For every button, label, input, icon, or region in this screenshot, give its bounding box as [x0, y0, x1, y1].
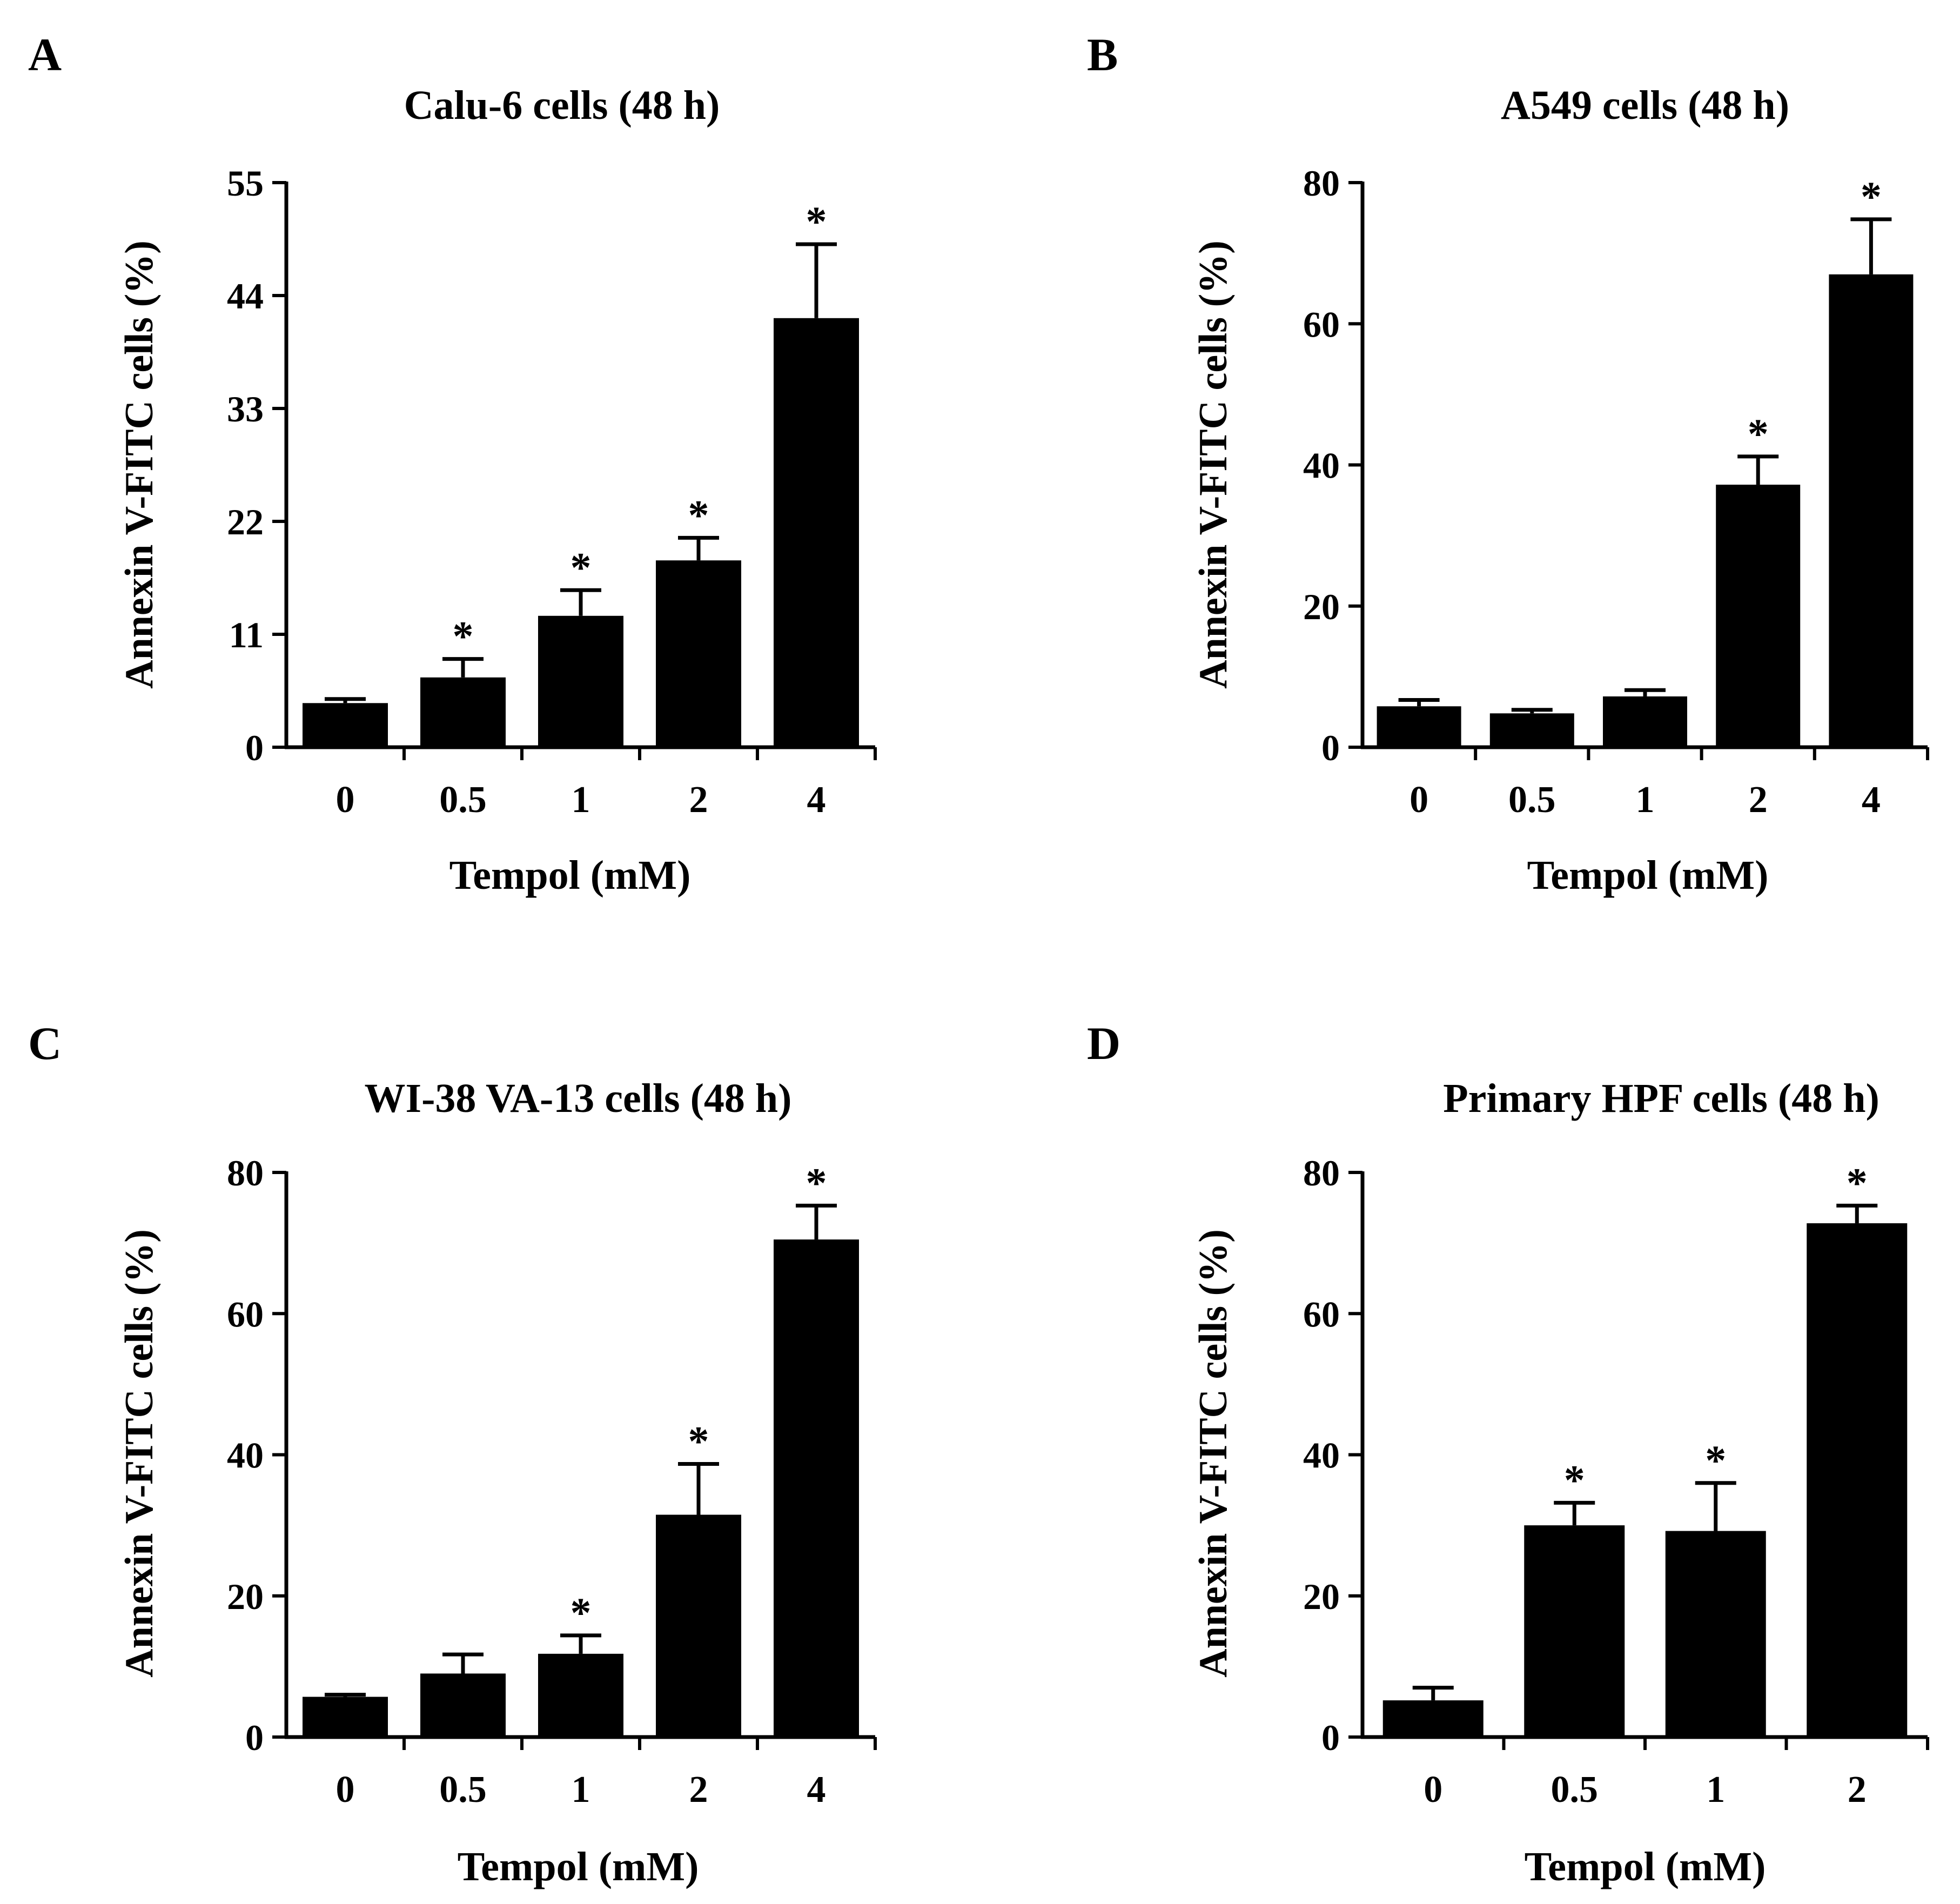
bar [1603, 696, 1687, 747]
plot-area: 0 20 40 60 80 0 0.5 1 2 * 4 * [1303, 163, 1929, 821]
y-tick-label: 20 [1303, 586, 1340, 627]
chart-title: Calu-6 cells (48 h) [404, 83, 720, 128]
plot-area: 0 11 22 33 44 55 0 0.5 * 1 * 2 * 4 * [227, 163, 877, 821]
y-tick-label: 0 [245, 727, 264, 768]
bar [774, 318, 859, 747]
panel-c: C WI-38 VA-13 cells (48 h) Annexin V-FIT… [28, 1017, 877, 1889]
significance-star: * [1847, 1159, 1868, 1206]
y-tick-label: 40 [1303, 445, 1340, 486]
significance-star: * [1705, 1437, 1726, 1484]
x-axis-label: Tempol (mM) [1527, 853, 1769, 898]
significance-star: * [806, 198, 827, 245]
panel-a: A Calu-6 cells (48 h) Annexin V-FITC cel… [28, 29, 877, 898]
panel-d: D Primary HPF cells (48 h) Annexin V-FIT… [1087, 1017, 1929, 1889]
y-tick-label: 20 [227, 1576, 264, 1617]
significance-star: * [688, 491, 709, 538]
y-axis-label: Annexin V-FITC cells (%) [117, 240, 162, 689]
y-tick-label: 0 [1321, 727, 1340, 768]
significance-star: * [806, 1159, 827, 1206]
panel-letter: C [28, 1017, 62, 1069]
y-tick-label: 80 [227, 1152, 264, 1194]
significance-star: * [453, 613, 474, 660]
x-tick-label: 0.5 [439, 1769, 487, 1811]
x-tick-label: 0 [1409, 779, 1428, 821]
x-tick-label: 4 [807, 779, 826, 821]
x-tick-label: 2 [1848, 1769, 1867, 1811]
bar [1716, 485, 1801, 747]
y-axis-label: Annexin V-FITC cells (%) [1191, 240, 1236, 689]
x-axis-label: Tempol (mM) [1525, 1844, 1766, 1889]
y-tick-label: 55 [227, 163, 264, 204]
plot-area: 0 20 40 60 80 0 0.5 * 1 * 2 * [1303, 1152, 1929, 1811]
bar [538, 1653, 623, 1737]
significance-star: * [1748, 410, 1769, 457]
y-tick-label: 0 [245, 1717, 264, 1758]
panel-letter: D [1087, 1017, 1120, 1069]
bar [774, 1239, 859, 1737]
y-axis-label: Annexin V-FITC cells (%) [1191, 1229, 1236, 1678]
significance-star: * [688, 1417, 709, 1464]
y-tick-label: 80 [1303, 163, 1340, 204]
y-tick-label: 33 [227, 388, 264, 430]
y-axis-label: Annexin V-FITC cells (%) [117, 1229, 162, 1678]
y-tick-label: 60 [227, 1293, 264, 1335]
significance-star: * [570, 544, 592, 591]
bar [303, 703, 388, 747]
bar [656, 1514, 741, 1737]
y-tick-label: 44 [227, 276, 264, 317]
x-tick-label: 0.5 [439, 779, 487, 821]
bar [420, 1673, 506, 1737]
plot-area: 0 20 40 60 80 0 0.5 1 * 2 * 4 * [227, 1152, 877, 1811]
x-tick-label: 1 [572, 1769, 590, 1811]
bar [1377, 706, 1461, 747]
y-tick-label: 20 [1303, 1576, 1340, 1617]
bar [656, 560, 741, 747]
significance-star: * [570, 1589, 592, 1636]
bar [303, 1697, 388, 1737]
significance-star: * [1564, 1456, 1585, 1503]
x-axis-label: Tempol (mM) [458, 1844, 699, 1889]
x-tick-label: 1 [1706, 1769, 1725, 1811]
x-tick-label: 1 [1636, 779, 1655, 821]
x-tick-label: 0.5 [1508, 779, 1556, 821]
y-tick-label: 40 [227, 1435, 264, 1476]
bar [538, 615, 623, 747]
panel-b: B A549 cells (48 h) Annexin V-FITC cells… [1087, 29, 1929, 898]
chart-title: Primary HPF cells (48 h) [1443, 1076, 1880, 1121]
x-tick-label: 0 [336, 779, 355, 821]
y-tick-label: 22 [227, 501, 264, 542]
chart-title: WI-38 VA-13 cells (48 h) [365, 1076, 792, 1121]
x-tick-label: 2 [689, 779, 708, 821]
bar [420, 677, 506, 747]
bar [1382, 1700, 1484, 1737]
x-tick-label: 0 [336, 1769, 355, 1811]
bar [1489, 713, 1574, 747]
x-tick-label: 0.5 [1551, 1769, 1599, 1811]
y-tick-label: 60 [1303, 1293, 1340, 1335]
x-tick-label: 4 [807, 1769, 826, 1811]
bar [1807, 1223, 1908, 1737]
chart-title: A549 cells (48 h) [1501, 83, 1789, 128]
y-tick-label: 11 [229, 614, 264, 655]
y-tick-label: 80 [1303, 1152, 1340, 1194]
y-tick-label: 40 [1303, 1435, 1340, 1476]
bar [1829, 274, 1914, 747]
bar [1524, 1525, 1625, 1737]
panel-letter: A [28, 29, 62, 81]
bar [1665, 1531, 1766, 1737]
x-tick-label: 0 [1424, 1769, 1442, 1811]
y-tick-label: 60 [1303, 304, 1340, 345]
significance-star: * [1861, 173, 1882, 220]
y-tick-label: 0 [1321, 1717, 1340, 1758]
x-axis-label: Tempol (mM) [449, 853, 691, 898]
x-tick-label: 2 [1749, 779, 1768, 821]
panel-letter: B [1087, 29, 1118, 81]
x-tick-label: 2 [689, 1769, 708, 1811]
x-tick-label: 4 [1862, 779, 1881, 821]
x-tick-label: 1 [572, 779, 590, 821]
